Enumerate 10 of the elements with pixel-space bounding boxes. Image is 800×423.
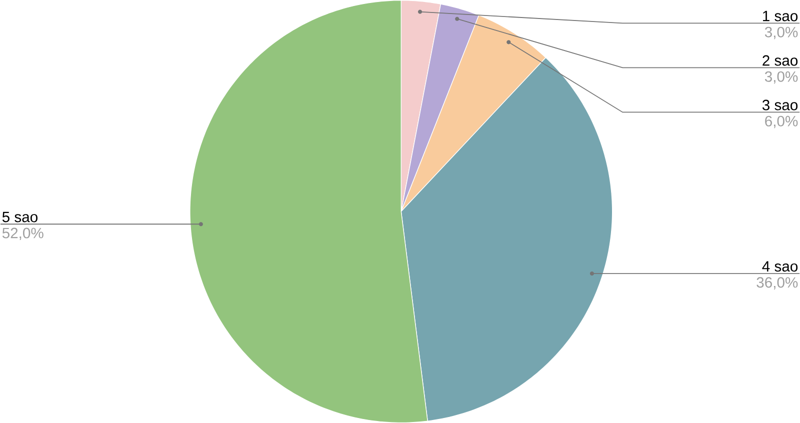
data-label: 52,0% <box>2 228 44 240</box>
data-label: 6,0% <box>765 116 798 128</box>
data-label: 3,0% <box>764 26 798 40</box>
slice-label: 3 sao <box>762 100 798 110</box>
slice-label: 4 sao <box>762 261 798 272</box>
data-label: 36,0% <box>756 277 798 290</box>
slice-label: 5 sao <box>2 212 38 222</box>
data-label: 3,0% <box>764 71 798 84</box>
slice-label: 1 sao <box>763 10 798 22</box>
slice-label: 2 sao <box>762 55 798 66</box>
